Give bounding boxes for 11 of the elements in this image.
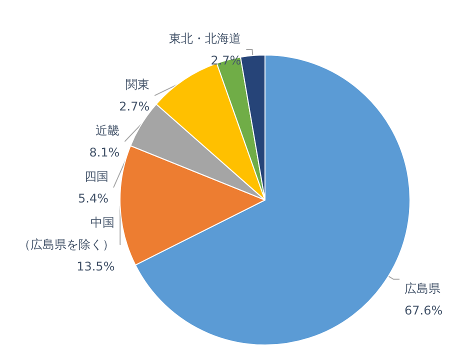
- data-label: 8.1%: [89, 146, 120, 160]
- data-label: 5.4%: [78, 192, 109, 206]
- slice-label: 四国: [84, 170, 109, 184]
- slice-label: 中国（広島県を除く）: [18, 216, 115, 252]
- slice-label: 近畿: [96, 124, 120, 138]
- data-label: 67.6%: [404, 304, 443, 318]
- slice-label: 関東: [126, 78, 150, 92]
- slice-label: 広島県: [404, 282, 440, 296]
- data-label: 13.5%: [76, 260, 115, 274]
- slice-label: 東北・北海道: [169, 32, 242, 46]
- data-label: 2.7%: [119, 100, 150, 114]
